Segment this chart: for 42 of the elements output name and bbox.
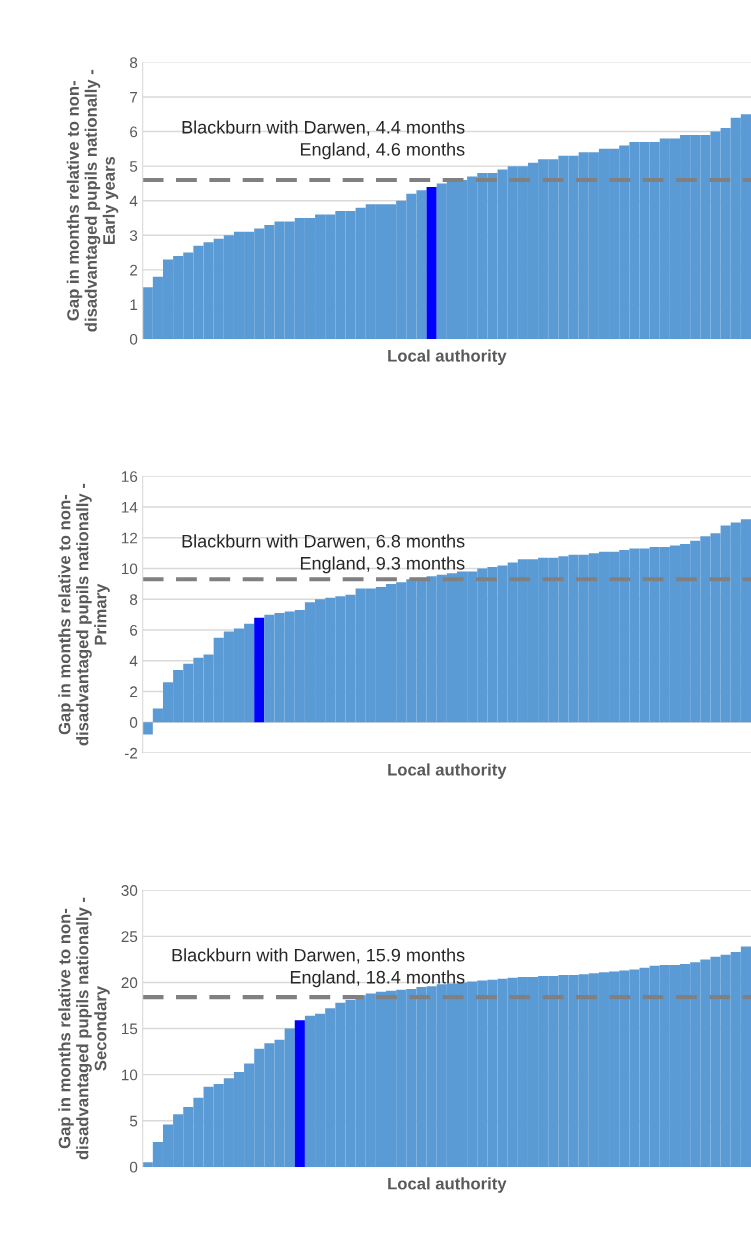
y-tick-label: 0 — [129, 717, 138, 728]
y-tick-label: 4 — [129, 655, 138, 667]
y-axis-title: Gap in months relative to non- disadvantaged pupils nationally - Secondary — [58, 897, 110, 1160]
y-tick-label: 2 — [130, 264, 138, 276]
bar — [142, 722, 153, 735]
bar — [426, 186, 437, 340]
x-axis-title: Local authority — [388, 1177, 507, 1193]
y-axis-title: Gap in months relative to non- disadvantaged pupils nationally - Early years — [66, 69, 119, 332]
y-tick-label: 6 — [130, 126, 138, 138]
y-tick-label: 5 — [129, 1115, 138, 1127]
bar — [254, 617, 265, 723]
ref-line-label: England, 9.3 months — [300, 556, 465, 574]
y-tick-label: 4 — [129, 195, 138, 207]
y-tick-label: 20 — [121, 977, 138, 989]
y-tick-label: 3 — [129, 230, 138, 241]
y-tick-label: 1 — [130, 299, 138, 310]
y-tick-label: 5 — [129, 161, 138, 172]
annotation: Blackburn with Darwen, 15.9 months — [172, 948, 465, 964]
ref-line-label: England, 18.4 months — [290, 970, 465, 988]
y-tick-label: 2 — [130, 686, 138, 698]
y-tick-label: 25 — [121, 931, 138, 943]
y-tick-label: 7 — [130, 92, 138, 103]
y-tick-label: 6 — [130, 624, 138, 636]
y-tick-label: 8 — [130, 594, 138, 605]
bar — [294, 1020, 305, 1167]
y-tick-label: 15 — [122, 1023, 138, 1035]
y-tick-label: 8 — [130, 57, 138, 69]
y-tick-label: -2 — [124, 747, 138, 759]
y-tick-label: 12 — [122, 532, 138, 544]
annotation: Blackburn with Darwen, 6.8 months — [182, 534, 465, 550]
x-axis-title: Local authority — [388, 349, 507, 365]
y-tick-label: 16 — [122, 471, 138, 483]
y-tick-label: 14 — [122, 502, 138, 513]
y-tick-label: 10 — [122, 563, 138, 575]
y-tick-label: 0 — [129, 333, 138, 345]
y-tick-label: 0 — [129, 1161, 138, 1173]
x-axis-title: Local authority — [388, 763, 507, 779]
y-tick-label: 10 — [122, 1069, 138, 1081]
y-axis-title: Gap in months relative to non- disadvantaged pupils nationally - Primary — [58, 483, 110, 746]
y-tick-label: 30 — [121, 885, 138, 896]
ref-line-label: England, 4.6 months — [300, 142, 465, 160]
annotation: Blackburn with Darwen, 4.4 months — [182, 120, 465, 136]
